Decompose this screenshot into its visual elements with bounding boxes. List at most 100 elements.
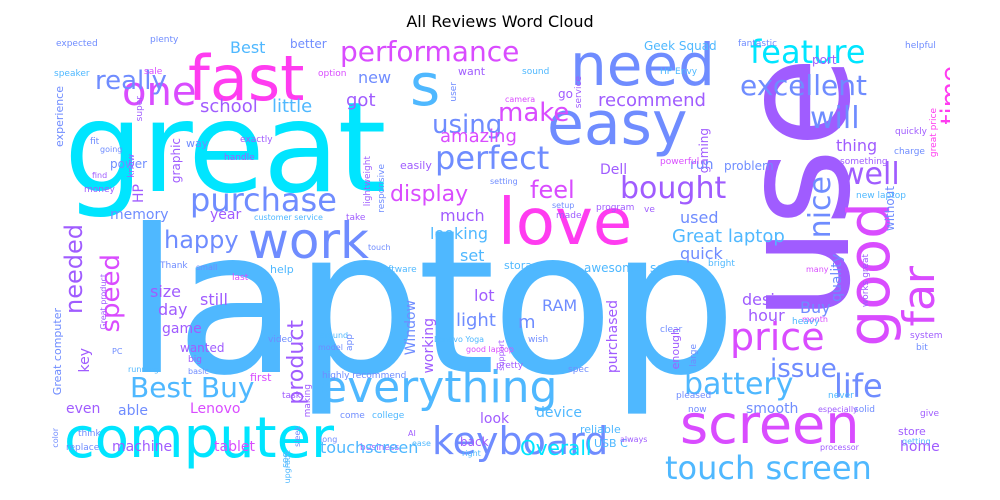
- word-clear: clear: [660, 325, 683, 335]
- word-even: even: [66, 401, 101, 417]
- word-light: light: [456, 310, 496, 331]
- word-thing: thing: [836, 136, 878, 155]
- word-enough: enough: [669, 328, 682, 370]
- word-better: better: [290, 37, 327, 51]
- word-sale: sale: [144, 67, 163, 77]
- word-new-laptop: new laptop: [856, 191, 906, 201]
- word-video: video: [268, 335, 293, 345]
- word-plenty: plenty: [150, 36, 179, 45]
- word-look: look: [480, 411, 510, 427]
- word-setup: setup: [552, 201, 575, 210]
- word-touch: touch: [368, 243, 391, 252]
- word-memory: memory: [110, 207, 169, 223]
- word-home: home: [900, 439, 940, 455]
- word-ai: AI: [408, 429, 416, 438]
- word-key: key: [77, 348, 93, 373]
- word-bit: bit: [916, 343, 928, 353]
- word-set: set: [460, 246, 485, 265]
- word-program: program: [596, 203, 635, 213]
- word-great-product: Great product: [99, 274, 108, 330]
- word-best-buy: Best Buy: [130, 371, 255, 404]
- word-helpful: helpful: [905, 41, 936, 51]
- word-bright: bright: [708, 259, 735, 269]
- word-need: need: [570, 36, 715, 99]
- word-software: software: [378, 265, 417, 275]
- word-awesome: awesome: [584, 261, 642, 275]
- word-buy: Buy: [800, 298, 831, 317]
- word-design: design: [742, 290, 796, 309]
- word-setting: setting: [490, 177, 518, 186]
- word-last: last: [232, 273, 249, 283]
- word-everything: everything: [320, 362, 558, 413]
- word-make: make: [498, 98, 570, 128]
- word-using: using: [432, 110, 503, 140]
- word-many: many: [806, 265, 829, 274]
- word-power: power: [110, 157, 148, 171]
- word-especially: especially: [818, 405, 858, 414]
- word-cloud: laptop great use computer love need easy…: [50, 36, 950, 486]
- word-touch-screen: touch screen: [665, 449, 872, 486]
- word-feature: feature: [750, 36, 866, 71]
- word-graphic: graphic: [169, 138, 183, 184]
- word-tablet: tablet: [214, 439, 255, 455]
- word-college: college: [372, 411, 405, 421]
- word-easily: easily: [400, 159, 432, 172]
- word-first: first: [250, 371, 272, 384]
- word-app: app: [345, 334, 355, 351]
- word-service: service: [574, 76, 584, 109]
- word-powerful: powerful: [660, 157, 700, 167]
- word-now: now: [688, 405, 707, 415]
- word-able: able: [118, 403, 148, 419]
- word-quick: quick: [680, 244, 723, 263]
- word-still: still: [200, 290, 228, 309]
- word-working: working: [421, 318, 437, 374]
- word-something: something: [840, 157, 888, 167]
- word-keyboard: keyboard: [432, 419, 609, 463]
- word-back: back: [460, 435, 489, 449]
- word-know: know: [127, 154, 137, 178]
- word-month: month: [802, 315, 828, 324]
- word-great-laptop: Great laptop: [672, 226, 785, 247]
- word-far: far: [894, 266, 945, 327]
- word-recommend: recommend: [598, 90, 706, 111]
- word-fast: fast: [188, 42, 305, 115]
- word-purchased: purchased: [605, 300, 621, 374]
- word-geek-squad: Geek Squad: [644, 39, 717, 53]
- chart-title: All Reviews Word Cloud: [406, 12, 594, 31]
- word-new: new: [358, 68, 392, 87]
- word-responsive: responsive: [377, 164, 387, 213]
- word-battery: battery: [684, 367, 794, 402]
- word-time: time: [936, 66, 950, 125]
- word-hp: HP: [131, 184, 147, 203]
- word-hp-envy: HP Envy: [660, 67, 698, 77]
- word-made: made: [556, 211, 582, 221]
- word-excellent: excellent: [740, 69, 867, 102]
- word-lot: lot: [474, 286, 495, 305]
- word-right: right: [462, 449, 481, 458]
- word-year: year: [210, 207, 242, 223]
- word-customer-service: customer service: [254, 213, 323, 222]
- word-best: Best: [230, 38, 266, 57]
- word-model: model: [318, 343, 343, 352]
- word-usb-c: USB C: [594, 437, 628, 450]
- word-purchase: purchase: [190, 181, 337, 219]
- word-got: got: [346, 90, 376, 111]
- word-display: display: [390, 182, 469, 207]
- word-long: long: [320, 435, 338, 444]
- word-always: always: [620, 435, 648, 444]
- word-option: option: [318, 69, 347, 79]
- word-laptop: laptop: [124, 187, 737, 420]
- word-perfect: perfect: [435, 139, 550, 177]
- word-handle: handle: [224, 153, 255, 163]
- word-around: around: [320, 331, 349, 340]
- word-pleased: pleased: [676, 391, 712, 401]
- word-charge: charge: [894, 147, 925, 157]
- word-task: task: [282, 391, 301, 401]
- word-solid: solid: [854, 405, 875, 415]
- word-school: school: [200, 96, 258, 117]
- word-business: business: [360, 443, 400, 453]
- word-ram: RAM: [542, 296, 578, 315]
- word-game: game: [162, 321, 202, 337]
- word-quality: quality: [829, 254, 845, 302]
- word-help: help: [270, 263, 294, 276]
